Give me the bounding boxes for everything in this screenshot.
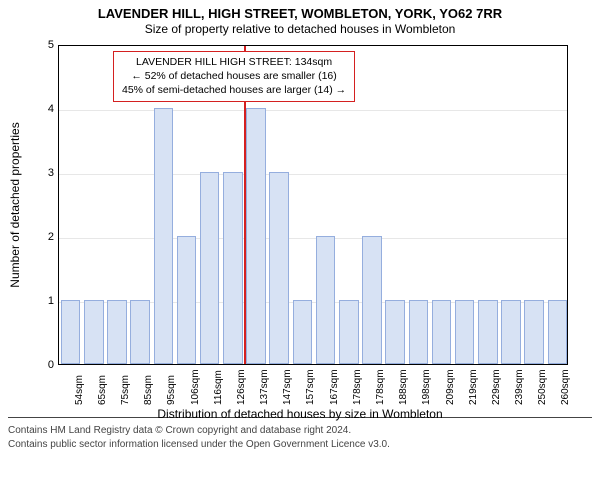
x-tick-label: 157sqm [305, 370, 316, 406]
y-tick-label: 5 [44, 39, 54, 51]
x-axis-label: Distribution of detached houses by size … [0, 407, 600, 421]
footer-line-2: Contains public sector information licen… [8, 438, 592, 452]
bar [455, 300, 474, 364]
bar [432, 300, 451, 364]
x-tick-label: 260sqm [560, 370, 571, 406]
x-tick-label: 167sqm [329, 370, 340, 406]
x-tick-label: 75sqm [120, 375, 131, 405]
x-tick-label: 198sqm [421, 370, 432, 406]
x-tick-label: 126sqm [236, 370, 247, 406]
legend-box: LAVENDER HILL HIGH STREET: 134sqm← 52% o… [113, 51, 355, 102]
legend-line: 45% of semi-detached houses are larger (… [122, 84, 346, 98]
grid-line [59, 110, 567, 111]
x-tick-label: 54sqm [74, 375, 85, 405]
bar [362, 236, 381, 364]
y-tick-label: 4 [44, 103, 54, 115]
bar [524, 300, 543, 364]
y-tick-label: 3 [44, 167, 54, 179]
x-tick-label: 106sqm [190, 370, 201, 406]
x-tick-label: 219sqm [468, 370, 479, 406]
bar [200, 172, 219, 364]
chart-title-sub: Size of property relative to detached ho… [0, 22, 600, 37]
bar [177, 236, 196, 364]
x-tick-label: 250sqm [537, 370, 548, 406]
chart-title-main: LAVENDER HILL, HIGH STREET, WOMBLETON, Y… [0, 6, 600, 22]
y-tick-label: 1 [44, 295, 54, 307]
x-tick-label: 147sqm [282, 370, 293, 406]
bar [84, 300, 103, 364]
x-tick-label: 178sqm [352, 370, 363, 406]
grid-line [59, 174, 567, 175]
bar [107, 300, 126, 364]
x-tick-label: 116sqm [213, 370, 224, 405]
legend-line: ← 52% of detached houses are smaller (16… [122, 70, 346, 84]
x-tick-label: 137sqm [259, 370, 270, 406]
grid-line [59, 238, 567, 239]
bar [293, 300, 312, 364]
y-tick-label: 0 [44, 359, 54, 371]
bar [223, 172, 242, 364]
bar [154, 108, 173, 364]
x-tick-label: 209sqm [445, 370, 456, 406]
y-axis-label: Number of detached properties [8, 123, 22, 288]
x-tick-label: 95sqm [166, 375, 177, 405]
x-tick-label: 85sqm [143, 375, 154, 405]
x-tick-label: 229sqm [491, 370, 502, 406]
chart-area: Number of detached properties Distributi… [0, 37, 600, 417]
bar [385, 300, 404, 364]
bar [501, 300, 520, 364]
x-tick-label: 65sqm [97, 375, 108, 405]
legend-line: LAVENDER HILL HIGH STREET: 134sqm [122, 56, 346, 70]
x-tick-label: 239sqm [514, 370, 525, 406]
bar [130, 300, 149, 364]
bar [61, 300, 80, 364]
footer: Contains HM Land Registry data © Crown c… [8, 417, 592, 451]
bar [409, 300, 428, 364]
x-tick-label: 188sqm [398, 370, 409, 406]
bar [478, 300, 497, 364]
y-tick-label: 2 [44, 231, 54, 243]
bar [316, 236, 335, 364]
bar [269, 172, 288, 364]
x-tick-label: 178sqm [375, 370, 386, 406]
bar [246, 108, 265, 364]
footer-line-1: Contains HM Land Registry data © Crown c… [8, 424, 592, 438]
bar [548, 300, 567, 364]
bar [339, 300, 358, 364]
